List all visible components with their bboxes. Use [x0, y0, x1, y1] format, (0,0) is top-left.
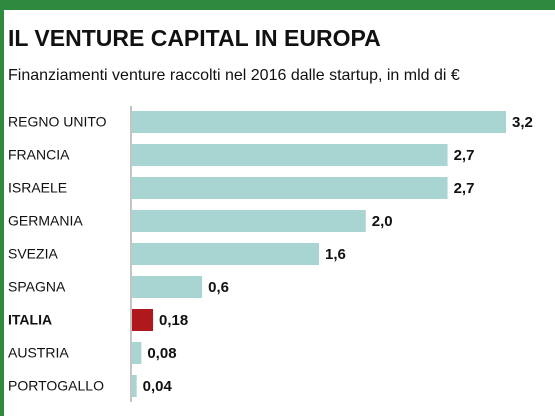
bar [132, 210, 366, 232]
value-label: 0,04 [143, 378, 173, 395]
category-label: GERMANIA [8, 213, 83, 229]
bar [132, 111, 506, 133]
bar [132, 243, 319, 265]
category-label: SPAGNA [8, 279, 66, 295]
left-frame [0, 0, 4, 416]
chart-title: IL VENTURE CAPITAL IN EUROPA [8, 25, 381, 51]
bar [132, 375, 137, 397]
bar [132, 342, 142, 364]
category-label: PORTOGALLO [8, 378, 104, 394]
value-label: 0,08 [147, 345, 176, 362]
category-label: ITALIA [8, 312, 52, 328]
bar [132, 276, 203, 298]
bar [132, 309, 154, 331]
value-label: 1,6 [325, 246, 346, 263]
value-label: 2,0 [372, 213, 393, 230]
category-label: FRANCIA [8, 147, 70, 163]
category-label: SVEZIA [8, 246, 58, 262]
value-label: 3,2 [512, 114, 533, 131]
top-frame [0, 0, 555, 10]
chart-subtitle: Finanziamenti venture raccolti nel 2016 … [8, 67, 460, 84]
category-label: REGNO UNITO [8, 114, 107, 130]
value-label: 0,18 [159, 312, 188, 329]
bar [132, 144, 448, 166]
category-label: AUSTRIA [8, 345, 69, 361]
value-label: 0,6 [208, 279, 229, 296]
category-label: ISRAELE [8, 180, 67, 196]
bar [132, 177, 448, 199]
value-label: 2,7 [454, 180, 475, 197]
value-label: 2,7 [454, 147, 475, 164]
